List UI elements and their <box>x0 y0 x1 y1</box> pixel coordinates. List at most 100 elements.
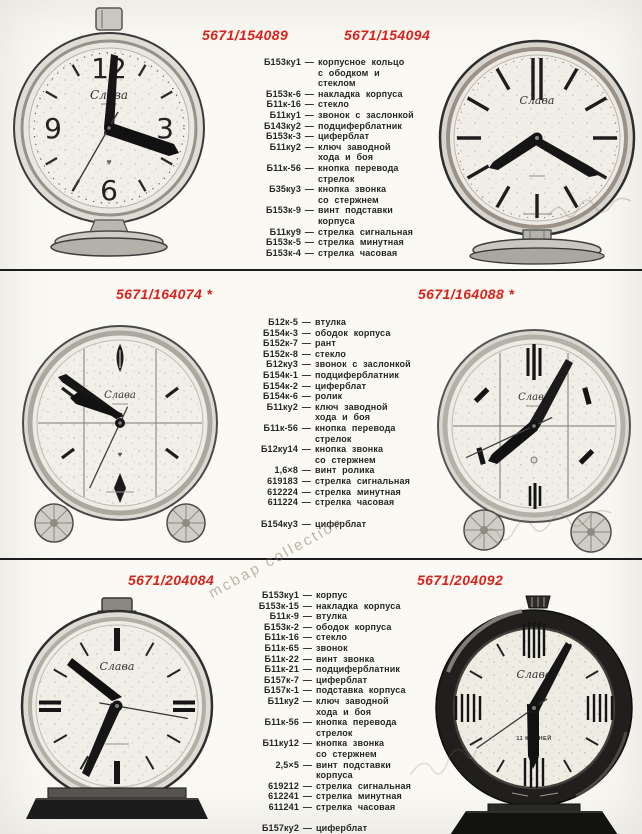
hour-hand <box>70 392 123 417</box>
hour-hand <box>104 121 179 156</box>
part-code: Б153к-3 <box>265 131 301 142</box>
part-description: кнопка перевода стрелок <box>318 162 399 184</box>
baton-hour-markers <box>457 58 617 218</box>
hour-hand <box>488 422 538 464</box>
part-row: Б11к-9— втулка <box>229 611 434 622</box>
part-row: Б143ку2— подциферблатник <box>231 121 436 132</box>
part-description: втулка <box>316 611 348 622</box>
part-dash: — <box>304 184 315 195</box>
part-code: Б11ку12 <box>262 738 299 749</box>
part-code: Б153к-15 <box>258 600 299 611</box>
cone-feet <box>463 509 612 553</box>
part-row: Б157к-7— циферблат <box>229 675 434 686</box>
marker-6-striped <box>528 483 542 509</box>
part-description: стрелка сигнальная <box>315 475 411 486</box>
part-row: Б11ку2— ключ заводной хода и боя <box>231 142 436 163</box>
part-code: Б157ку2 <box>261 823 299 834</box>
part-row: Б12ку3— звонок с заслонкой <box>228 359 433 370</box>
part-code: Б154к-3 <box>262 327 298 338</box>
part-dash: — <box>302 717 313 728</box>
part-description: циферблат <box>318 131 370 142</box>
dial-numerals: 12 3 6 9 <box>44 52 174 207</box>
hour-slash-markers <box>61 386 179 460</box>
part-description: подциферблатник <box>318 120 403 131</box>
part-dash: — <box>302 759 313 770</box>
plinth-base <box>450 803 618 834</box>
part-row: Б153к-3— циферблат <box>231 131 436 142</box>
left-foot <box>34 503 74 543</box>
part-row: Б153к-6— накладка корпуса <box>231 89 436 100</box>
part-dash: — <box>302 611 313 622</box>
part-row: Б154к-6— ролик <box>228 391 433 402</box>
part-dash: — <box>302 600 313 611</box>
part-dash: — <box>301 486 312 497</box>
part-code: Б12к-5 <box>268 317 298 327</box>
part-dash: — <box>304 88 315 99</box>
part-row: Б35ку3— кнопка звонка со стержнем <box>231 184 436 205</box>
part-dash: — <box>301 369 312 380</box>
part-description: стрелка минутная <box>316 791 402 802</box>
part-code: Б11к-16 <box>266 99 301 110</box>
parts-list-section-2: Б12к-5— втулка Б154к-3— ободок корпуса Б152к… <box>228 317 433 529</box>
part-row: Б153к-2— ободок корпуса <box>229 622 434 633</box>
part-description: кнопка звонка со стержнем <box>316 738 385 759</box>
numeral-9: 9 <box>44 112 62 145</box>
part-description: корпусное кольцо с ободком и стеклом <box>318 57 405 89</box>
part-code: Б153к-5 <box>265 237 301 248</box>
part-row: 619212— стрелка сигнальная <box>229 781 434 792</box>
part-row: Б152к-8— стекло <box>228 349 433 360</box>
part-code: Б153ку1 <box>263 57 301 67</box>
part-code: Б153к-6 <box>265 88 301 99</box>
part-description: втулка <box>315 317 347 327</box>
part-code: Б11ку9 <box>269 226 301 237</box>
part-description: подциферблатник <box>315 369 400 380</box>
part-row: 619183— стрелка сигнальная <box>228 476 433 487</box>
part-row: Б12к-5— втулка <box>228 317 433 328</box>
part-code: Б12ку3 <box>266 359 298 370</box>
part-row: Б11к-56— кнопка перевода стрелок <box>229 717 434 738</box>
part-code: Б11к-65 <box>264 642 299 653</box>
part-dash: — <box>301 391 312 402</box>
part-code: Б11к-9 <box>269 611 299 622</box>
part-code: Б11к-56 <box>266 162 301 173</box>
model-number-154089: 5671/154089 <box>202 27 289 43</box>
part-dash: — <box>302 695 313 706</box>
part-description: стрелка часовая <box>316 801 396 812</box>
minute-hand <box>104 54 118 129</box>
brand-logo-slava: Слава <box>100 660 135 673</box>
heart-ornament: ♥ <box>118 450 123 459</box>
part-description: ключ заводной хода и боя <box>316 695 389 717</box>
part-dash: — <box>304 57 315 67</box>
part-code: Б11к-16 <box>264 632 299 643</box>
part-row: Б12ку14— кнопка звонка со стержнем <box>228 444 433 465</box>
part-dash: — <box>302 621 313 632</box>
part-dash: — <box>304 109 315 120</box>
numeral-6: 6 <box>100 174 118 207</box>
part-description: кнопка звонка со стержнем <box>318 184 387 205</box>
alarm-clock-photo-154089: 12 3 6 9 Слава ♥ <box>13 7 205 257</box>
part-dash: — <box>304 131 315 142</box>
alarm-clock-photo-154094: Слава <box>438 39 636 265</box>
part-row: Б154ку3— циферблат <box>228 519 433 530</box>
part-row: Б153к-9— винт подставки корпуса <box>231 205 436 226</box>
part-description: накладка корпуса <box>316 600 401 611</box>
part-row: Б154к-1— подциферблатник <box>228 370 433 381</box>
model-number-164088: 5671/164088 * <box>418 286 515 302</box>
part-description: винт подставки корпуса <box>318 205 393 226</box>
part-code: 2,5×5 <box>275 759 299 770</box>
part-row: Б11ку2— ключ заводной хода и боя <box>228 402 433 423</box>
part-dash: — <box>301 327 312 338</box>
brand-logo-slava: Слава <box>104 390 136 401</box>
part-dash: — <box>301 465 312 476</box>
illegible-bottom-print <box>511 792 559 797</box>
part-dash: — <box>304 205 315 216</box>
brand-logo-slava: Слава <box>517 668 552 681</box>
model-number-154094: 5671/154094 <box>344 27 431 43</box>
part-row: Б11к-65— звонок <box>229 643 434 654</box>
parts-list-section-3: Б153ку1— корпус Б153к-15— накладка корпуса Б… <box>229 590 434 834</box>
part-row: 2,5×5— винт подставки корпуса <box>229 760 434 781</box>
part-description: винт звонка <box>316 653 375 664</box>
hour-hand <box>67 658 122 701</box>
part-code: 1,6×8 <box>274 465 298 476</box>
